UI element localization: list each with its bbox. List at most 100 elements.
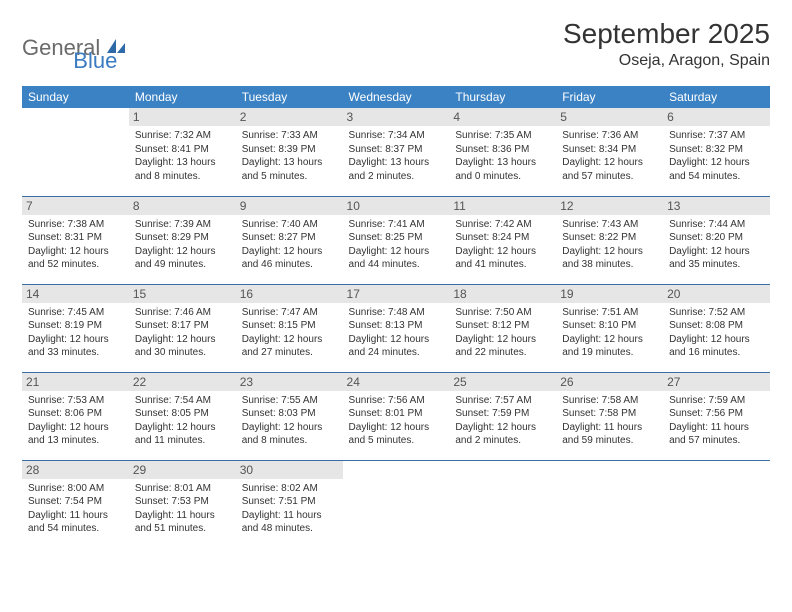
- calendar-day-cell: 11 Sunrise: 7:42 AMSunset: 8:24 PMDayligh…: [449, 196, 556, 284]
- day-info: Sunrise: 7:41 AMSunset: 8:25 PMDaylight:…: [349, 218, 444, 272]
- day-number: 4: [449, 108, 556, 126]
- calendar-table: Sunday Monday Tuesday Wednesday Thursday…: [22, 86, 770, 548]
- calendar-week-row: 21 Sunrise: 7:53 AMSunset: 8:06 PMDayligh…: [22, 372, 770, 460]
- calendar-day-cell: 15 Sunrise: 7:46 AMSunset: 8:17 PMDayligh…: [129, 284, 236, 372]
- calendar-day-cell: 4 Sunrise: 7:35 AMSunset: 8:36 PMDaylight…: [449, 108, 556, 196]
- calendar-day-cell: 23Sunrise: 7:55 AMSunset: 8:03 PMDayligh…: [236, 372, 343, 460]
- day-header: Tuesday: [236, 86, 343, 108]
- calendar-day-cell: 25Sunrise: 7:57 AMSunset: 7:59 PMDayligh…: [449, 372, 556, 460]
- day-info: Sunrise: 7:35 AMSunset: 8:36 PMDaylight:…: [455, 129, 550, 183]
- location: Oseja, Aragon, Spain: [563, 52, 770, 70]
- day-number: 13: [663, 197, 770, 215]
- calendar-day-cell: 21 Sunrise: 7:53 AMSunset: 8:06 PMDayligh…: [22, 372, 129, 460]
- logo-text-blue: Blue: [73, 48, 117, 74]
- calendar-day-cell: 5 Sunrise: 7:36 AMSunset: 8:34 PMDaylight…: [556, 108, 663, 196]
- day-number: 17: [343, 285, 450, 303]
- calendar-day-cell: [556, 460, 663, 548]
- day-number: 1: [129, 108, 236, 126]
- calendar-day-cell: 28 Sunrise: 8:00 AMSunset: 7:54 PMDayligh…: [22, 460, 129, 548]
- day-info: Sunrise: 7:48 AMSunset: 8:13 PMDaylight:…: [349, 306, 444, 360]
- calendar-day-cell: 8Sunrise: 7:39 AMSunset: 8:29 PMDaylight…: [129, 196, 236, 284]
- calendar-day-cell: 13 Sunrise: 7:44 AMSunset: 8:20 PMDayligh…: [663, 196, 770, 284]
- day-info: Sunrise: 7:59 AMSunset: 7:56 PMDaylight:…: [669, 394, 764, 448]
- day-info: Sunrise: 8:01 AMSunset: 7:53 PMDaylight:…: [135, 482, 230, 536]
- calendar-week-row: 7 Sunrise: 7:38 AMSunset: 8:31 PMDaylight…: [22, 196, 770, 284]
- day-header: Thursday: [449, 86, 556, 108]
- day-number: 11: [449, 197, 556, 215]
- day-info: Sunrise: 7:42 AMSunset: 8:24 PMDaylight:…: [455, 218, 550, 272]
- day-number: 19: [556, 285, 663, 303]
- day-number: 14: [22, 285, 129, 303]
- day-info: Sunrise: 8:00 AMSunset: 7:54 PMDaylight:…: [28, 482, 123, 536]
- calendar-day-cell: 16 Sunrise: 7:47 AMSunset: 8:15 PMDayligh…: [236, 284, 343, 372]
- day-info: Sunrise: 7:54 AMSunset: 8:05 PMDaylight:…: [135, 394, 230, 448]
- calendar-week-row: 28 Sunrise: 8:00 AMSunset: 7:54 PMDayligh…: [22, 460, 770, 548]
- day-info: Sunrise: 7:46 AMSunset: 8:17 PMDaylight:…: [135, 306, 230, 360]
- calendar-day-cell: 27 Sunrise: 7:59 AMSunset: 7:56 PMDayligh…: [663, 372, 770, 460]
- calendar-day-cell: 10 Sunrise: 7:41 AMSunset: 8:25 PMDayligh…: [343, 196, 450, 284]
- calendar-day-cell: 7 Sunrise: 7:38 AMSunset: 8:31 PMDaylight…: [22, 196, 129, 284]
- calendar-day-cell: 17 Sunrise: 7:48 AMSunset: 8:13 PMDayligh…: [343, 284, 450, 372]
- calendar-day-cell: 2Sunrise: 7:33 AMSunset: 8:39 PMDaylight…: [236, 108, 343, 196]
- calendar-day-cell: 20 Sunrise: 7:52 AMSunset: 8:08 PMDayligh…: [663, 284, 770, 372]
- day-info: Sunrise: 7:36 AMSunset: 8:34 PMDaylight:…: [562, 129, 657, 183]
- calendar-day-cell: 1 Sunrise: 7:32 AMSunset: 8:41 PMDaylight…: [129, 108, 236, 196]
- calendar-day-cell: 9 Sunrise: 7:40 AMSunset: 8:27 PMDaylight…: [236, 196, 343, 284]
- calendar-day-cell: [663, 460, 770, 548]
- day-number: 10: [343, 197, 450, 215]
- day-number: 3: [343, 108, 450, 126]
- day-number: 16: [236, 285, 343, 303]
- day-number: 9: [236, 197, 343, 215]
- day-number: 20: [663, 285, 770, 303]
- day-number: 12: [556, 197, 663, 215]
- calendar-week-row: 14 Sunrise: 7:45 AMSunset: 8:19 PMDayligh…: [22, 284, 770, 372]
- day-info: Sunrise: 7:32 AMSunset: 8:41 PMDaylight:…: [135, 129, 230, 183]
- calendar-day-cell: 12Sunrise: 7:43 AMSunset: 8:22 PMDayligh…: [556, 196, 663, 284]
- day-header: Wednesday: [343, 86, 450, 108]
- day-info: Sunrise: 7:52 AMSunset: 8:08 PMDaylight:…: [669, 306, 764, 360]
- day-number: 15: [129, 285, 236, 303]
- day-header: Monday: [129, 86, 236, 108]
- calendar-day-cell: 30Sunrise: 8:02 AMSunset: 7:51 PMDayligh…: [236, 460, 343, 548]
- calendar-day-cell: 6 Sunrise: 7:37 AMSunset: 8:32 PMDaylight…: [663, 108, 770, 196]
- day-info: Sunrise: 7:58 AMSunset: 7:58 PMDaylight:…: [562, 394, 657, 448]
- day-number: 30: [236, 461, 343, 479]
- day-number: 18: [449, 285, 556, 303]
- day-number: 6: [663, 108, 770, 126]
- calendar-day-cell: 29 Sunrise: 8:01 AMSunset: 7:53 PMDayligh…: [129, 460, 236, 548]
- day-number: 28: [22, 461, 129, 479]
- day-number: 27: [663, 373, 770, 391]
- day-info: Sunrise: 7:53 AMSunset: 8:06 PMDaylight:…: [28, 394, 123, 448]
- day-info: Sunrise: 7:50 AMSunset: 8:12 PMDaylight:…: [455, 306, 550, 360]
- day-info: Sunrise: 7:40 AMSunset: 8:27 PMDaylight:…: [242, 218, 337, 272]
- calendar-day-cell: 26Sunrise: 7:58 AMSunset: 7:58 PMDayligh…: [556, 372, 663, 460]
- day-number: 5: [556, 108, 663, 126]
- calendar-day-cell: 18 Sunrise: 7:50 AMSunset: 8:12 PMDayligh…: [449, 284, 556, 372]
- day-info: Sunrise: 7:37 AMSunset: 8:32 PMDaylight:…: [669, 129, 764, 183]
- calendar-day-cell: [449, 460, 556, 548]
- calendar-day-cell: 24 Sunrise: 7:56 AMSunset: 8:01 PMDayligh…: [343, 372, 450, 460]
- day-number: 29: [129, 461, 236, 479]
- day-number: 25: [449, 373, 556, 391]
- day-number: 24: [343, 373, 450, 391]
- day-number: 2: [236, 108, 343, 126]
- day-info: Sunrise: 7:34 AMSunset: 8:37 PMDaylight:…: [349, 129, 444, 183]
- day-number: 22: [129, 373, 236, 391]
- calendar-day-cell: 22 Sunrise: 7:54 AMSunset: 8:05 PMDayligh…: [129, 372, 236, 460]
- header: General Blue September 2025 Oseja, Arago…: [22, 18, 770, 74]
- day-number: 21: [22, 373, 129, 391]
- day-info: Sunrise: 7:38 AMSunset: 8:31 PMDaylight:…: [28, 218, 123, 272]
- day-number: 23: [236, 373, 343, 391]
- day-info: Sunrise: 7:47 AMSunset: 8:15 PMDaylight:…: [242, 306, 337, 360]
- day-header: Saturday: [663, 86, 770, 108]
- day-info: Sunrise: 7:51 AMSunset: 8:10 PMDaylight:…: [562, 306, 657, 360]
- calendar-day-cell: [343, 460, 450, 548]
- day-info: Sunrise: 7:56 AMSunset: 8:01 PMDaylight:…: [349, 394, 444, 448]
- day-info: Sunrise: 7:44 AMSunset: 8:20 PMDaylight:…: [669, 218, 764, 272]
- day-info: Sunrise: 7:39 AMSunset: 8:29 PMDaylight:…: [135, 218, 230, 272]
- logo: General Blue: [22, 18, 117, 74]
- day-info: Sunrise: 7:45 AMSunset: 8:19 PMDaylight:…: [28, 306, 123, 360]
- day-header: Friday: [556, 86, 663, 108]
- calendar-day-cell: 3 Sunrise: 7:34 AMSunset: 8:37 PMDaylight…: [343, 108, 450, 196]
- day-number: 7: [22, 197, 129, 215]
